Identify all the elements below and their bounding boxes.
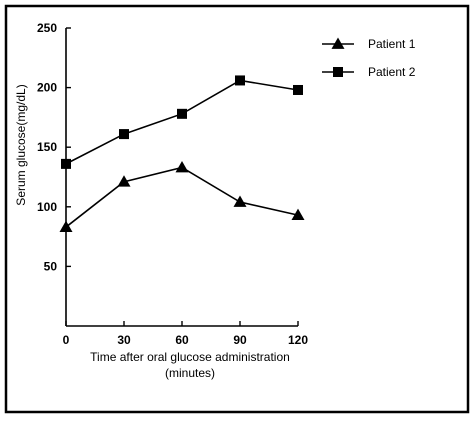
chart-legend: Patient 1 Patient 2 — [322, 37, 416, 79]
legend-marker — [331, 37, 345, 49]
x-tick-label: 90 — [233, 333, 247, 347]
x-tick-label: 120 — [288, 333, 308, 347]
y-tick-label: 50 — [44, 259, 58, 273]
data-point — [59, 220, 73, 232]
data-point — [233, 195, 247, 207]
legend-item: Patient 1 — [322, 37, 416, 51]
data-point — [119, 129, 129, 140]
x-axis-label: Time after oral glucose administration — [90, 350, 290, 364]
data-point — [61, 158, 71, 169]
x-axis-label-units: (minutes) — [165, 366, 215, 380]
x-tick-label: 30 — [117, 333, 131, 347]
legend-label: Patient 2 — [368, 65, 416, 79]
x-tick-label: 60 — [175, 333, 189, 347]
chart-series — [59, 75, 305, 232]
data-point — [291, 208, 305, 221]
data-point — [177, 108, 187, 119]
legend-marker — [333, 67, 343, 77]
data-point — [235, 75, 245, 86]
data-point — [293, 84, 303, 95]
data-point — [175, 160, 189, 173]
chart-axes: 50 100 150 200 250 0 30 60 90 120 — [37, 21, 308, 347]
y-tick-label: 150 — [37, 140, 57, 154]
x-tick-label: 0 — [63, 333, 70, 347]
y-axis-label: Serum glucose(mg/dL) — [14, 84, 28, 205]
y-tick-label: 250 — [37, 21, 57, 35]
legend-label: Patient 1 — [368, 37, 416, 51]
series-1 — [59, 160, 305, 232]
legend-item: Patient 2 — [322, 65, 416, 79]
figure-border — [4, 4, 470, 414]
series-2 — [61, 75, 303, 169]
y-tick-label: 200 — [37, 81, 57, 95]
data-point — [117, 175, 131, 187]
y-tick-label: 100 — [37, 200, 57, 214]
